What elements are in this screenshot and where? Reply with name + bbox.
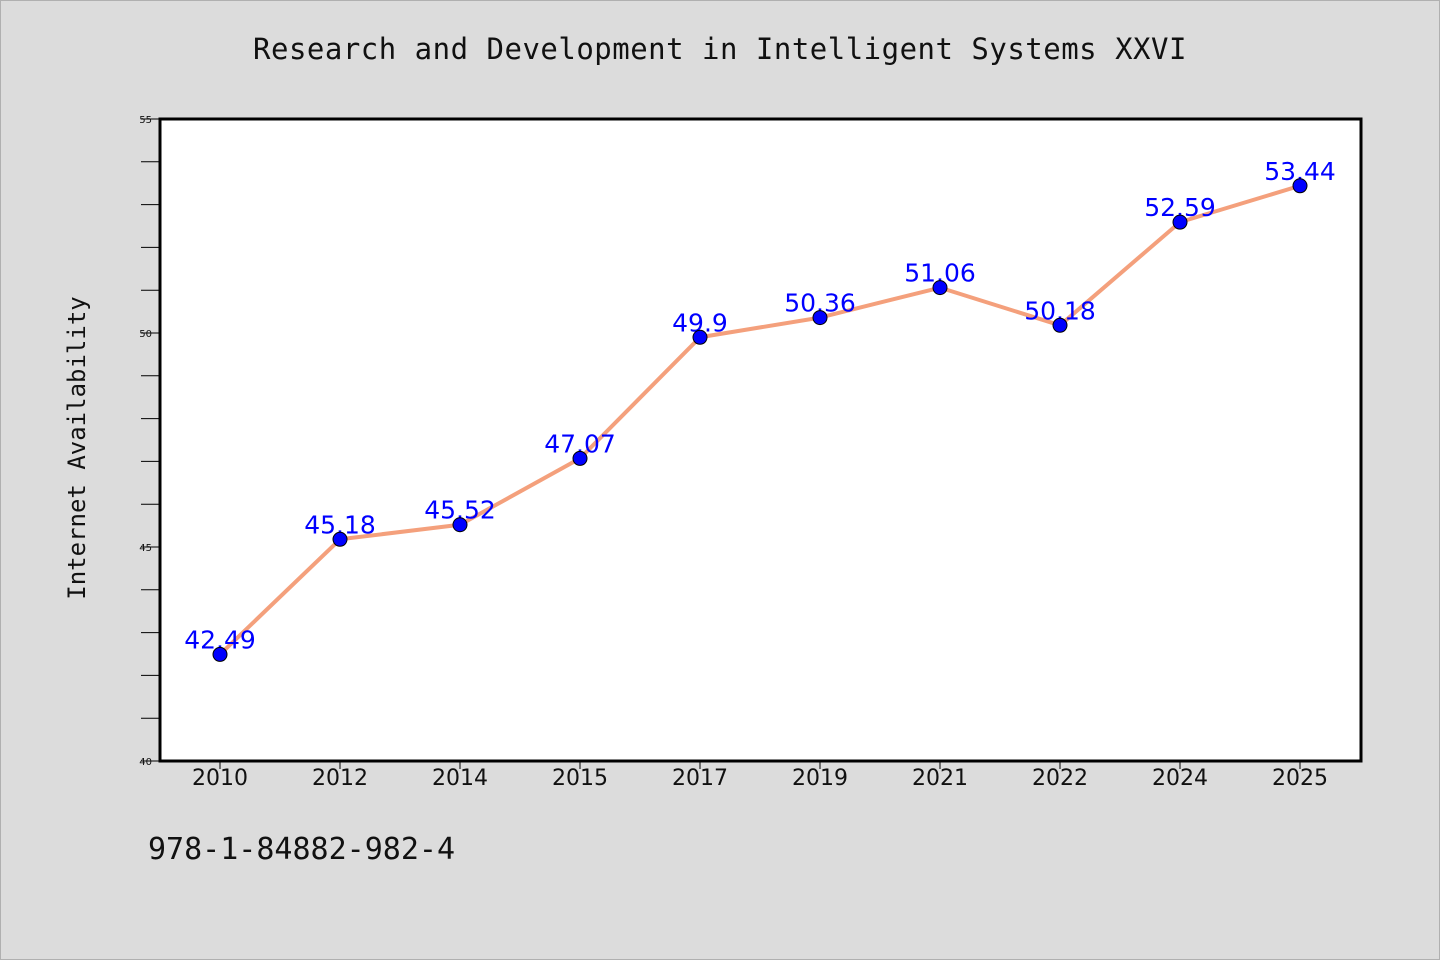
x-tick-label: 2021 — [912, 766, 968, 791]
data-point — [572, 450, 588, 466]
data-point — [212, 646, 228, 662]
data-point — [1172, 214, 1188, 230]
y-tick-label: 50 — [139, 329, 152, 340]
y-tick-label: 55 — [139, 115, 152, 126]
y-tick-label: 45 — [139, 543, 152, 554]
x-tick-label: 2014 — [432, 766, 488, 791]
data-point — [1292, 178, 1308, 194]
data-point — [932, 280, 948, 296]
series-group: 42.4945.1845.5247.0749.950.3651.0650.185… — [184, 157, 1336, 662]
x-tick-label: 2012 — [312, 766, 368, 791]
y-axis-ticks: 40 45 50 55 — [139, 115, 159, 768]
series-line — [218, 183, 1302, 657]
x-tick-label: 2019 — [792, 766, 848, 791]
plot-area — [158, 117, 1363, 763]
data-point — [692, 329, 708, 345]
data-point — [1052, 317, 1068, 333]
x-tick-label: 2024 — [1152, 766, 1208, 791]
chart-title: Research and Development in Intelligent … — [253, 32, 1187, 66]
x-axis-ticks: 2010 2012 2014 2015 2017 2019 2021 2022 2024 2025 — [192, 761, 1328, 791]
isbn-text: 978-1-84882-982-4 — [148, 832, 456, 867]
data-point — [812, 310, 828, 326]
y-tick-label: 40 — [139, 757, 152, 768]
x-tick-label: 2022 — [1032, 766, 1088, 791]
data-point — [452, 517, 468, 533]
data-point — [332, 531, 348, 547]
y-axis-label: Internet Availability — [63, 296, 91, 599]
x-tick-label: 2017 — [672, 766, 728, 791]
x-tick-label: 2015 — [552, 766, 608, 791]
x-tick-label: 2010 — [192, 766, 248, 791]
x-tick-label: 2025 — [1272, 766, 1328, 791]
